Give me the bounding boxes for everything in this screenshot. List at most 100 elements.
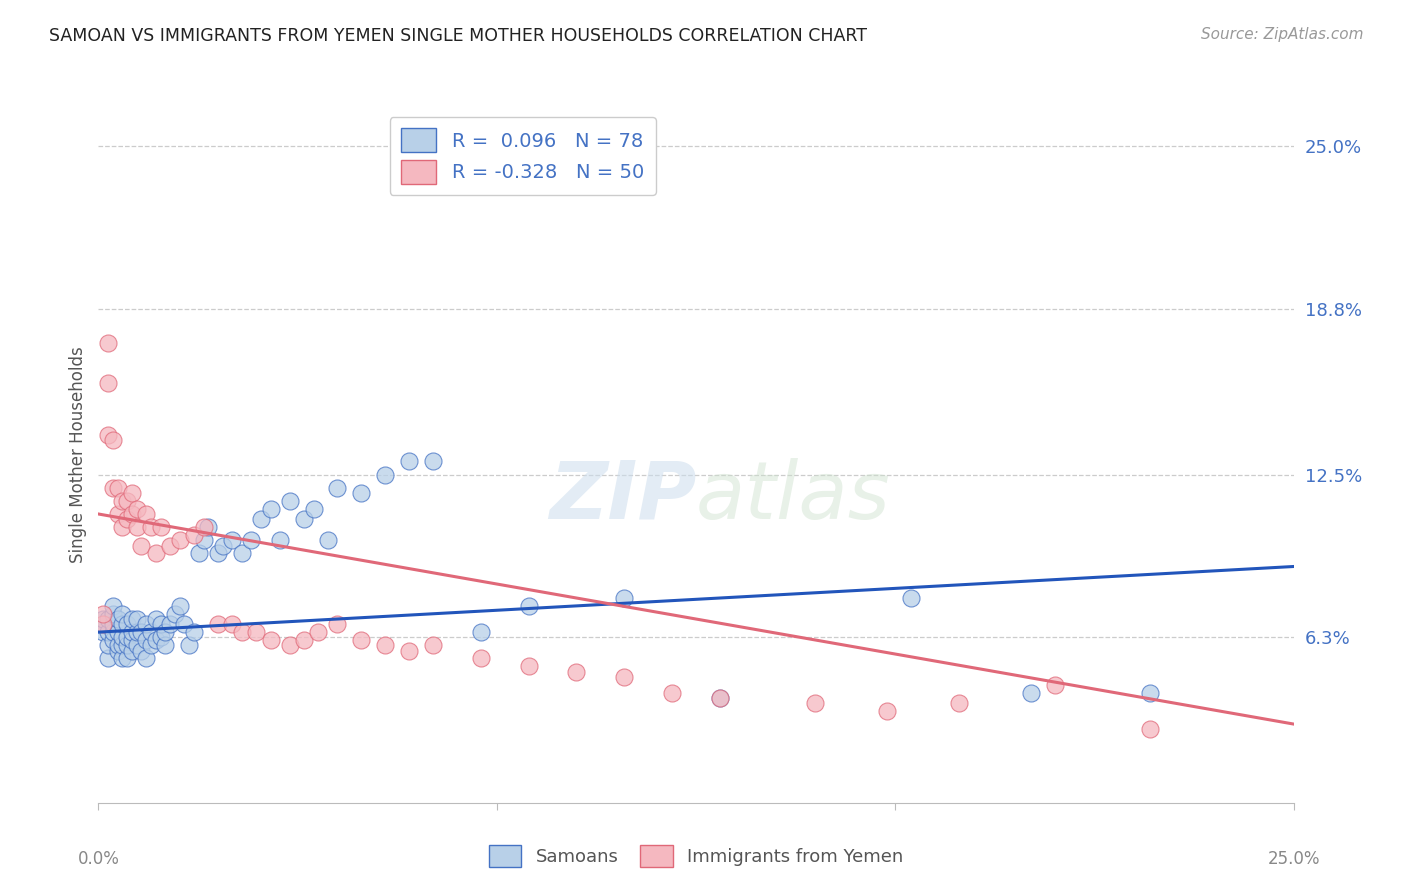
Point [278,638,301,652]
Point [149,631,172,645]
Point [97,376,120,390]
Point [900,591,922,605]
Point [422,638,444,652]
Point [101,633,124,648]
Point [97,612,120,626]
Point [111,617,134,632]
Point [1043,678,1066,692]
Point [470,625,492,640]
Point [107,481,129,495]
Point [97,428,120,442]
Point [139,520,162,534]
Point [111,631,134,645]
Point [101,599,124,613]
Point [231,625,253,640]
Point [1139,723,1161,737]
Point [101,625,124,640]
Point [398,454,420,468]
Legend: Samoans, Immigrants from Yemen: Samoans, Immigrants from Yemen [481,838,911,874]
Point [115,631,138,645]
Point [221,533,243,548]
Point [187,546,209,560]
Point [173,617,195,632]
Point [470,651,492,665]
Point [948,696,970,710]
Point [709,690,731,705]
Point [131,539,153,553]
Point [259,501,281,516]
Point [661,685,683,699]
Point [91,612,114,626]
Point [1019,685,1042,699]
Point [101,617,124,632]
Point [111,494,134,508]
Point [876,704,898,718]
Point [250,512,273,526]
Point [121,612,143,626]
Point [163,607,186,621]
Point [245,625,267,640]
Point [97,651,120,665]
Point [149,617,172,632]
Point [145,633,167,648]
Point [91,625,114,640]
Point [111,607,134,621]
Point [292,512,315,526]
Point [97,336,120,351]
Point [91,617,114,632]
Point [159,617,181,632]
Point [374,467,396,482]
Point [107,638,129,652]
Point [145,612,167,626]
Point [221,617,243,632]
Text: 0.0%: 0.0% [77,850,120,868]
Point [107,643,129,657]
Text: atlas: atlas [696,458,891,536]
Point [207,617,229,632]
Point [292,633,315,648]
Text: Source: ZipAtlas.com: Source: ZipAtlas.com [1201,27,1364,42]
Point [240,533,263,548]
Point [115,638,138,652]
Point [709,690,731,705]
Point [517,599,540,613]
Point [125,625,148,640]
Point [125,501,148,516]
Point [269,533,291,548]
Point [125,638,148,652]
Y-axis label: Single Mother Households: Single Mother Households [69,347,87,563]
Point [422,454,444,468]
Point [131,643,153,657]
Point [91,617,114,632]
Point [125,520,148,534]
Point [1139,685,1161,699]
Point [131,625,153,640]
Point [183,528,205,542]
Point [135,633,157,648]
Point [121,507,143,521]
Point [374,638,396,652]
Point [155,625,177,640]
Point [115,651,138,665]
Point [207,546,229,560]
Point [326,617,349,632]
Point [107,612,129,626]
Point [211,539,233,553]
Point [135,507,157,521]
Point [613,591,636,605]
Point [115,512,138,526]
Point [169,599,191,613]
Point [111,651,134,665]
Point [121,625,143,640]
Point [139,625,162,640]
Point [107,507,129,521]
Point [139,638,162,652]
Point [121,633,143,648]
Point [193,520,215,534]
Point [350,633,373,648]
Point [398,643,420,657]
Point [316,533,339,548]
Point [193,533,215,548]
Point [111,638,134,652]
Point [101,434,124,448]
